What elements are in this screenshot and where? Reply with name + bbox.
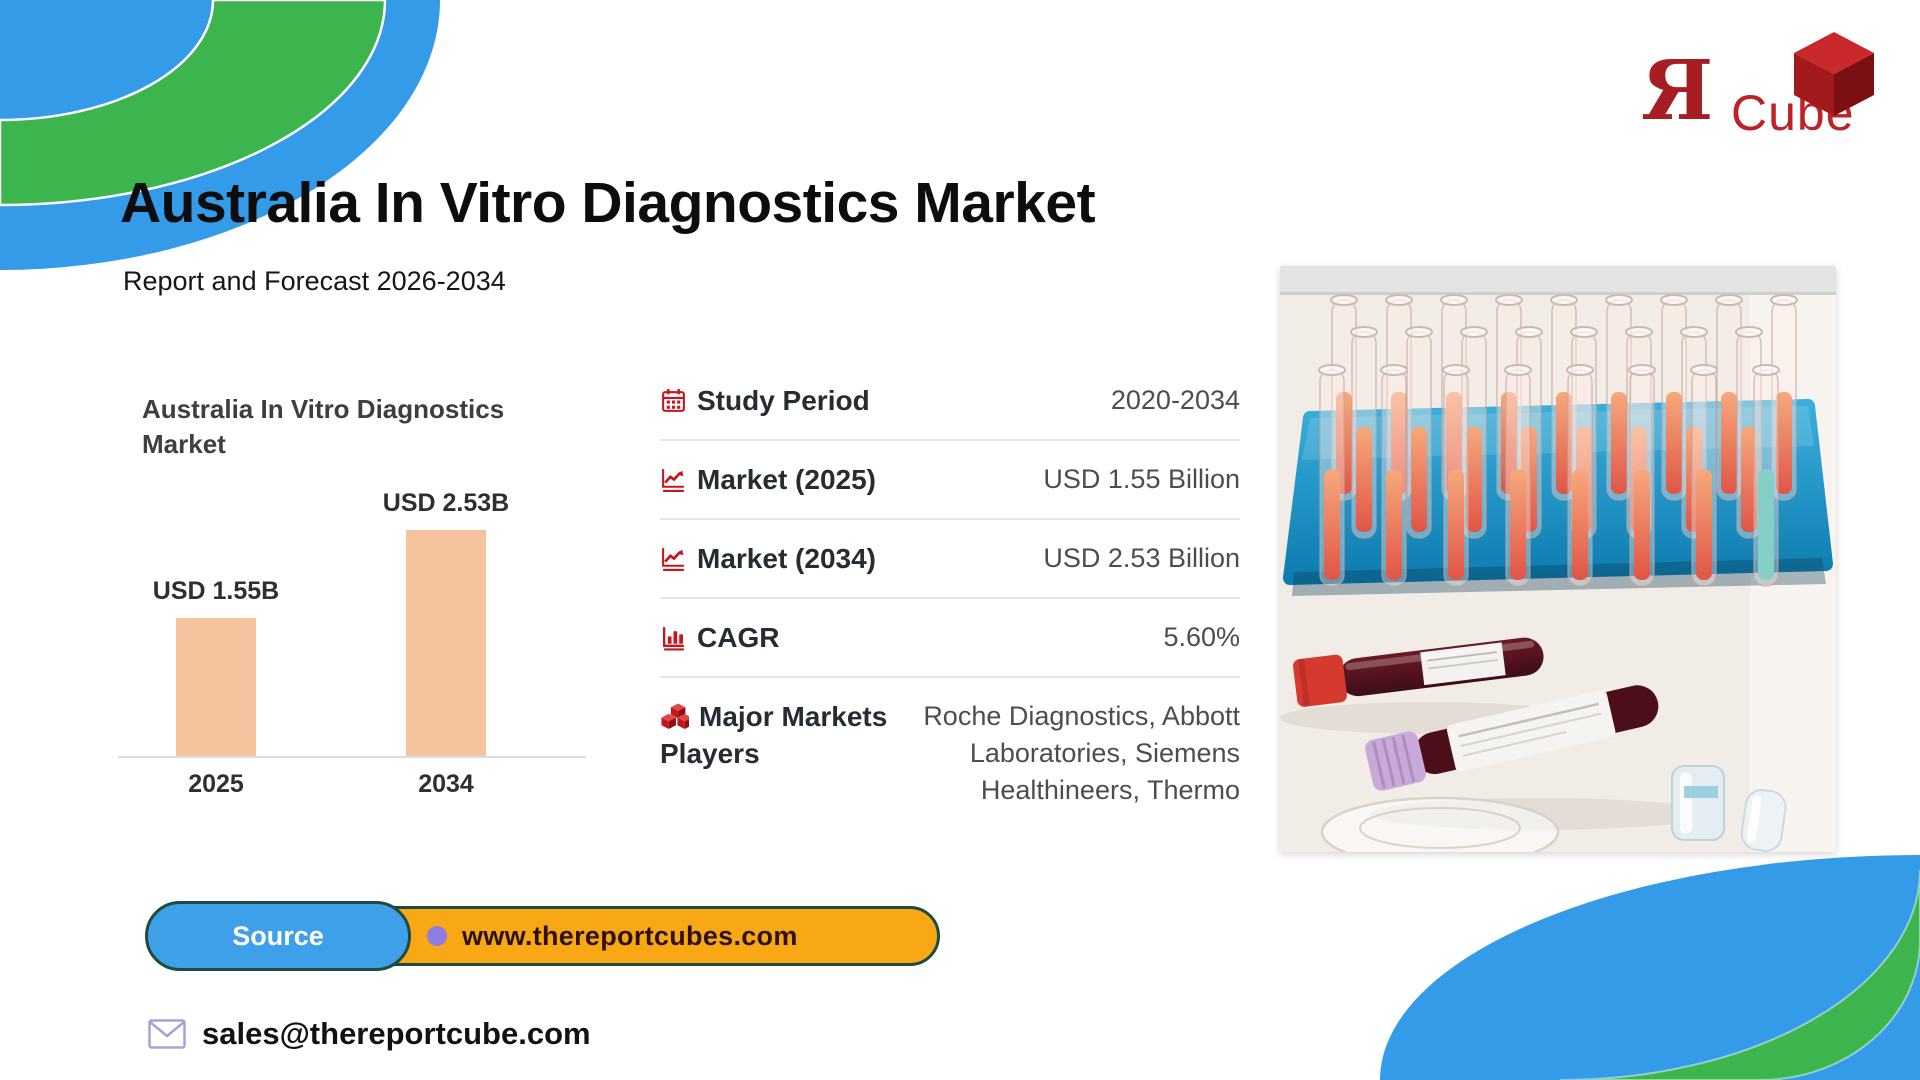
contact-email[interactable]: sales@thereportcube.com — [202, 1016, 591, 1051]
line-chart-icon — [660, 545, 687, 572]
row-label: Study Period — [660, 382, 895, 419]
chart-x-axis — [118, 756, 586, 758]
row-label-text: Study Period — [697, 385, 870, 416]
chart-title: Australia In Vitro Diagnostics Market — [142, 394, 505, 459]
row-label-text: Market (2025) — [697, 464, 876, 495]
top-left-swoosh-decoration — [0, 0, 440, 270]
bar-value-label: USD 1.55B — [152, 577, 280, 605]
page-subtitle: Report and Forecast 2026-2034 — [123, 266, 506, 296]
x-tick-2025: 2025 — [188, 770, 244, 798]
bar-value-label: USD 2.53B — [382, 489, 510, 517]
row-label-text: Market (2034) — [697, 543, 876, 574]
row-label-text: Major Markets Players — [660, 701, 888, 769]
source-badge: Source — [145, 901, 411, 971]
logo-r-letter: Я — [1641, 43, 1714, 139]
table-row: Study Period 2020-2034 — [660, 362, 1240, 441]
table-row: Major Markets Players Roche Diagnostics,… — [660, 678, 1240, 829]
bar-2025 — [176, 618, 256, 758]
row-label: Major Markets Players — [660, 698, 895, 772]
source-label: Source — [232, 920, 324, 951]
page-title: Australia In Vitro Diagnostics Market — [120, 171, 1096, 235]
x-tick-2034: 2034 — [418, 770, 474, 798]
key-stats-table: Study Period 2020-2034 Market (2025) USD… — [660, 362, 1240, 829]
row-value: 5.60% — [1163, 622, 1240, 652]
bar-2034 — [406, 530, 486, 758]
calendar-icon — [660, 387, 687, 414]
row-label: CAGR — [660, 619, 895, 656]
bullet-dot-icon — [427, 926, 447, 946]
bar-chart-icon — [660, 624, 687, 651]
table-row: CAGR 5.60% — [660, 599, 1240, 678]
row-value: USD 1.55 Billion — [1043, 464, 1240, 494]
row-label-text: CAGR — [697, 622, 780, 653]
row-label: Market (2025) — [660, 461, 895, 498]
table-row: Market (2025) USD 1.55 Billion — [660, 441, 1240, 520]
source-url[interactable]: www.thereportcubes.com — [462, 921, 798, 951]
bar-column-2034: USD 2.53B — [366, 489, 526, 758]
table-row: Market (2034) USD 2.53 Billion — [660, 520, 1240, 599]
contact-email-row: sales@thereportcube.com — [148, 1016, 591, 1052]
row-label: Market (2034) — [660, 540, 895, 577]
row-value: USD 2.53 Billion — [1043, 543, 1240, 573]
row-value: Roche Diagnostics, Abbott Laboratories, … — [923, 701, 1240, 805]
row-value: 2020-2034 — [1110, 385, 1240, 415]
cube-logo-icon — [1794, 32, 1874, 116]
test-tubes-photo — [1280, 266, 1836, 852]
bar-column-2025: USD 1.55B — [136, 577, 296, 758]
envelope-icon — [148, 1019, 186, 1049]
bottom-right-swoosh-decoration — [1380, 855, 1920, 1080]
cubes-icon — [660, 702, 689, 730]
line-chart-icon — [660, 466, 687, 493]
